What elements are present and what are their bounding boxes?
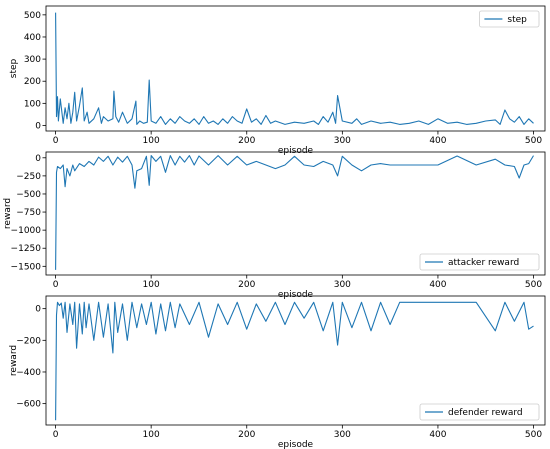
y-axis-label: step — [9, 58, 19, 78]
defender-reward-panel: 0 100 200 300 400 500 0 −200 −400 −600 episode rewa… — [9, 295, 546, 449]
x-tick-label: 300 — [334, 136, 351, 146]
y-tick-label: −1250 — [11, 244, 42, 254]
y-axis-label: reward — [9, 345, 19, 376]
y-tick-label: 200 — [24, 77, 41, 87]
y-tick-label: −1500 — [11, 262, 42, 272]
x-tick-label: 100 — [143, 136, 160, 146]
legend: defender reward — [419, 403, 540, 421]
y-tick-label: 300 — [24, 55, 41, 65]
y-tick-label: 500 — [24, 11, 41, 21]
x-tick-label: 300 — [334, 430, 351, 440]
axes-frame — [45, 295, 546, 426]
axes-frame — [45, 151, 546, 276]
legend-label: defender reward — [448, 408, 523, 418]
y-tick-label: −600 — [16, 400, 41, 410]
y-tick-label: 400 — [24, 33, 41, 43]
x-tick-label: 200 — [238, 280, 255, 290]
y-tick-label: 100 — [24, 99, 41, 109]
legend-box — [419, 403, 540, 421]
x-axis-label: episode — [278, 146, 314, 156]
x-axis-label: episode — [278, 440, 314, 449]
y-tick-label: 0 — [35, 305, 41, 315]
attacker-reward-panel: 0 100 200 300 400 500 0 −250 −500 −750 −1000 −1250 −… — [3, 151, 546, 300]
y-tick-label: −750 — [16, 208, 41, 218]
x-tick-label: 500 — [525, 136, 542, 146]
x-tick-label: 400 — [429, 136, 446, 146]
y-tick-label: −500 — [16, 190, 41, 200]
x-tick-label: 0 — [53, 136, 59, 146]
x-tick-label: 500 — [525, 280, 542, 290]
x-axis-label: episode — [278, 290, 314, 300]
x-tick-label: 100 — [143, 280, 160, 290]
legend-label: attacker reward — [448, 258, 519, 268]
step-panel: 0 100 200 300 400 500 0 100 200 300 400 500 episode s… — [9, 5, 546, 156]
legend-label: step — [507, 15, 527, 25]
legend-box — [478, 10, 540, 28]
y-axis-label: reward — [3, 198, 13, 229]
axes-frame — [45, 5, 546, 132]
x-tick-label: 300 — [334, 280, 351, 290]
x-tick-label: 0 — [53, 430, 59, 440]
x-tick-label: 100 — [143, 430, 160, 440]
x-tick-label: 500 — [525, 430, 542, 440]
y-tick-label: −400 — [16, 368, 41, 378]
y-tick-label: 0 — [35, 154, 41, 164]
y-tick-label: −200 — [16, 336, 41, 346]
x-tick-label: 0 — [53, 280, 59, 290]
legend: attacker reward — [419, 253, 540, 271]
x-tick-label: 400 — [429, 280, 446, 290]
y-tick-label: −1000 — [11, 226, 42, 236]
series-line-defender-reward — [55, 301, 534, 421]
y-tick-label: −250 — [16, 172, 41, 182]
series-line-attacker-reward — [55, 155, 534, 270]
x-tick-label: 200 — [238, 430, 255, 440]
series-line-step — [55, 12, 534, 125]
x-tick-label: 200 — [238, 136, 255, 146]
x-tick-label: 400 — [429, 430, 446, 440]
legend-box — [419, 253, 540, 271]
legend: step — [478, 10, 540, 28]
y-tick-label: 0 — [35, 121, 41, 131]
